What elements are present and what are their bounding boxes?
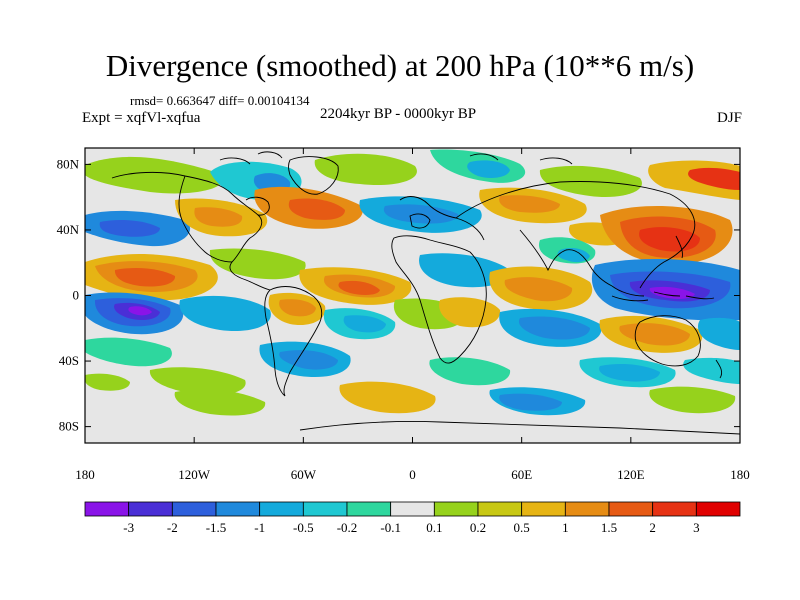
colorbar-label: 0.1 [426, 520, 442, 535]
colorbar-label: 0.2 [470, 520, 486, 535]
lon-tick-label: 180 [730, 467, 750, 482]
colorbar-swatch [695, 501, 741, 517]
colorbar-swatch [128, 501, 173, 517]
lon-tick-label: 120W [178, 467, 211, 482]
latitude-axis: 80N 40N 0 40S 80S [57, 156, 740, 434]
colorbar-label: 3 [693, 520, 700, 535]
colorbar-swatch [477, 501, 523, 517]
colorbar: -3 -2 -1.5 -1 -0.5 -0.2 -0.1 0.1 0.2 0.5 1 1.5 2 3 [84, 501, 741, 535]
colorbar-swatch [652, 501, 697, 517]
lat-tick-label: 40N [57, 222, 80, 237]
season-label: DJF [716, 110, 742, 126]
colorbar-label: -1 [254, 520, 265, 535]
colorbar-label: -3 [123, 520, 134, 535]
colorbar-swatch [346, 501, 392, 517]
colorbar-swatch [564, 501, 610, 517]
lon-tick-label: 120E [617, 467, 645, 482]
colorbar-label: -0.2 [337, 520, 358, 535]
colorbar-label: 1 [562, 520, 569, 535]
lon-tick-label: 0 [409, 467, 416, 482]
lat-tick-label: 80N [57, 156, 80, 171]
colorbar-swatch [259, 501, 304, 517]
period-label: 2204kyr BP - 0000kyr BP [320, 106, 477, 122]
colorbar-label: -0.1 [380, 520, 401, 535]
colorbar-swatch [302, 501, 348, 517]
colorbar-label: 2 [649, 520, 656, 535]
longitude-axis: 180 120W 60W 0 60E 120E 180 [75, 148, 750, 482]
colorbar-label: -1.5 [206, 520, 227, 535]
colorbar-swatch [390, 501, 435, 517]
contour-field [85, 148, 740, 443]
lat-tick-label: 0 [73, 288, 80, 303]
colorbar-swatch [608, 501, 654, 517]
colorbar-swatch [171, 501, 217, 517]
lat-tick-label: 80S [59, 419, 79, 434]
coastlines [111, 151, 740, 435]
colorbar-swatch [215, 501, 261, 517]
colorbar-label: -0.5 [293, 520, 314, 535]
colorbar-swatch [84, 501, 130, 517]
stats-label: rmsd= 0.663647 diff= 0.00104134 [130, 93, 310, 108]
colorbar-swatch [521, 501, 566, 517]
colorbar-label: 1.5 [601, 520, 617, 535]
colorbar-label: 0.5 [514, 520, 530, 535]
lat-tick-label: 40S [59, 353, 79, 368]
lon-tick-label: 60W [291, 467, 317, 482]
map-title: Divergence (smoothed) at 200 hPa (10**6 … [105, 48, 695, 83]
lon-tick-label: 180 [75, 467, 95, 482]
lon-tick-label: 60E [511, 467, 532, 482]
experiment-label: Expt = xqfVl-xqfua [82, 110, 201, 126]
colorbar-swatch [433, 501, 479, 517]
colorbar-label: -2 [167, 520, 178, 535]
